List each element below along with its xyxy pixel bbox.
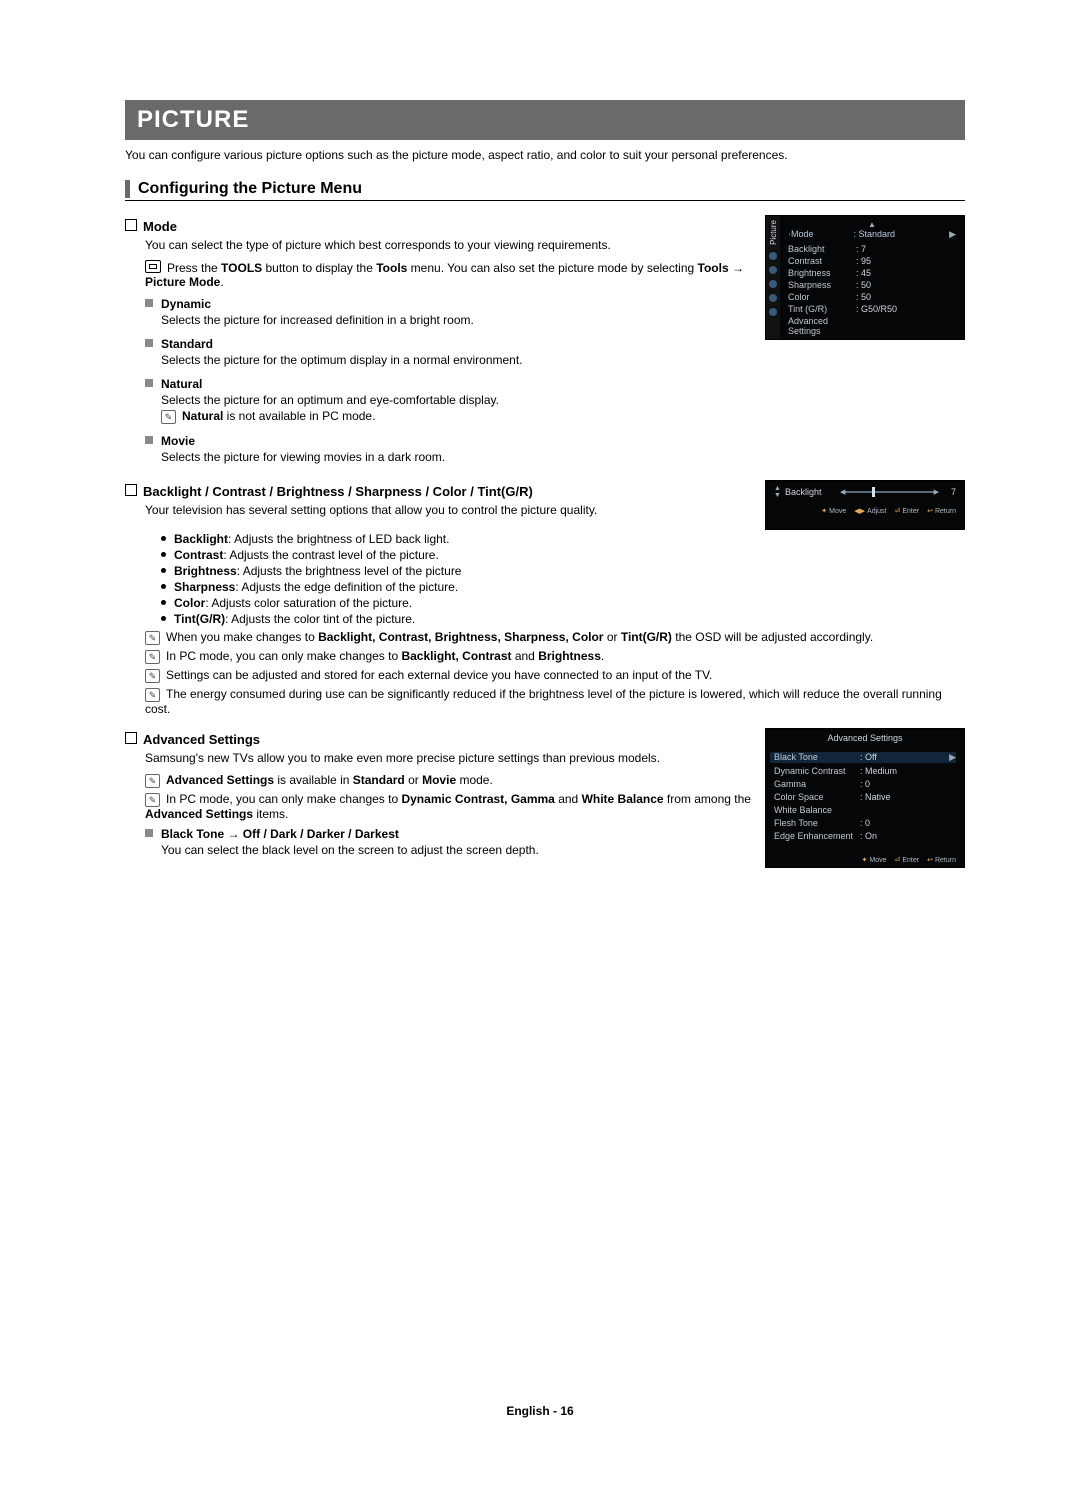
intro-text: You can configure various picture option…: [125, 148, 965, 162]
dot-icon: [161, 568, 166, 573]
page-footer: English - 16: [0, 1404, 1080, 1418]
picture-menu-screenshot: Picture ▲ · Mode: Standard▶ Backlight: 7…: [765, 215, 965, 340]
backlight-intro: Your television has several setting opti…: [145, 503, 751, 517]
note-icon: ✎: [145, 774, 160, 788]
tools-icon: [145, 260, 161, 273]
note-osd: ✎When you make changes to Backlight, Con…: [145, 630, 965, 645]
mode-heading-text: Mode: [143, 219, 177, 234]
note-icon: ✎: [145, 669, 160, 683]
natural-note: ✎Natural is not available in PC mode.: [161, 409, 751, 424]
note-icon: ✎: [145, 631, 160, 645]
sidebar-dot-icon: [769, 280, 777, 288]
note-icon: ✎: [145, 793, 160, 807]
note-icon: ✎: [145, 650, 160, 664]
bullet-sharpness: Sharpness: Adjusts the edge definition o…: [161, 580, 965, 594]
right-arrow-icon: ▶: [949, 229, 956, 240]
dot-icon: [161, 536, 166, 541]
dot-icon: [161, 600, 166, 605]
bullet-color: Color: Adjusts color saturation of the p…: [161, 596, 965, 610]
bullet-backlight: Backlight: Adjusts the brightness of LED…: [161, 532, 965, 546]
mode-movie: Movie Selects the picture for viewing mo…: [145, 434, 751, 464]
checkbox-icon: [125, 484, 137, 496]
up-arrow-icon: ▲: [788, 220, 956, 229]
mode-heading: Mode: [125, 219, 751, 234]
tools-note: Press the TOOLS button to display the To…: [145, 260, 751, 289]
slider-knob: [872, 487, 875, 497]
note-energy: ✎The energy consumed during use can be s…: [145, 687, 965, 716]
slider-track: ◀ ▶: [845, 491, 934, 493]
square-bullet-icon: [145, 339, 153, 347]
bullet-contrast: Contrast: Adjusts the contrast level of …: [161, 548, 965, 562]
sidebar-dot-icon: [769, 308, 777, 316]
sidebar-dot-icon: [769, 294, 777, 302]
up-arrow-icon: ▲: [774, 485, 781, 492]
mode-natural: Natural Selects the picture for an optim…: [145, 377, 751, 424]
sidebar-dot-icon: [769, 266, 777, 274]
note-stored: ✎Settings can be adjusted and stored for…: [145, 668, 965, 683]
square-bullet-icon: [145, 299, 153, 307]
checkbox-icon: [125, 219, 137, 231]
dot-icon: [161, 584, 166, 589]
square-bullet-icon: [145, 829, 153, 837]
backlight-slider-screenshot: ▲▼ Backlight ◀ ▶ 7 ✦Move ◀▶Adjust ⏎Enter…: [765, 480, 965, 530]
heading-title: Configuring the Picture Menu: [138, 180, 362, 198]
note-icon: ✎: [145, 688, 160, 702]
note-pcmode: ✎In PC mode, you can only make changes t…: [145, 649, 965, 664]
square-bullet-icon: [145, 436, 153, 444]
down-arrow-icon: ▼: [774, 492, 781, 499]
square-bullet-icon: [145, 379, 153, 387]
sidebar-dot-icon: [769, 252, 777, 260]
heading-bar: [125, 180, 130, 198]
dot-icon: [161, 552, 166, 557]
bullet-tint: Tint(G/R): Adjusts the color tint of the…: [161, 612, 965, 626]
left-arrow-icon: ◀: [840, 488, 845, 496]
mode-standard: Standard Selects the picture for the opt…: [145, 337, 751, 367]
right-arrow-icon: ▶: [949, 752, 956, 763]
advanced-settings-screenshot: Advanced Settings Black Tone: Off▶ Dynam…: [765, 728, 965, 868]
checkbox-icon: [125, 732, 137, 744]
advanced-heading: Advanced Settings: [125, 732, 751, 747]
backlight-heading: Backlight / Contrast / Brightness / Shar…: [125, 484, 751, 499]
dot-icon: [161, 616, 166, 621]
right-arrow-icon: ▶: [934, 488, 939, 496]
mode-intro: You can select the type of picture which…: [145, 238, 751, 252]
advanced-note-1: ✎Advanced Settings is available in Stand…: [145, 773, 751, 788]
section-heading: Configuring the Picture Menu: [125, 180, 965, 201]
section-banner: PICTURE: [125, 100, 965, 140]
note-icon: ✎: [161, 410, 176, 424]
bullet-brightness: Brightness: Adjusts the brightness level…: [161, 564, 965, 578]
mode-dynamic: Dynamic Selects the picture for increase…: [145, 297, 751, 327]
advanced-note-2: ✎In PC mode, you can only make changes t…: [145, 792, 751, 821]
advanced-intro: Samsung's new TVs allow you to make even…: [145, 751, 751, 765]
black-tone: Black Tone → Off / Dark / Darker / Darke…: [145, 827, 751, 857]
